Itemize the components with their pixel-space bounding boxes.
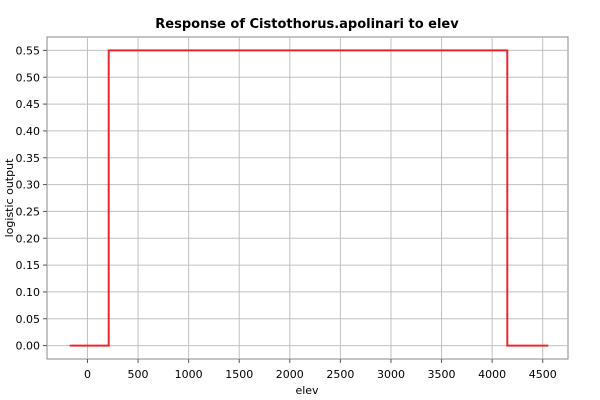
series-layer <box>69 49 549 347</box>
data-point <box>69 344 72 347</box>
series-line <box>70 49 548 347</box>
data-point <box>107 49 110 52</box>
x-tick-label: 3000 <box>377 368 405 381</box>
x-tick-label: 1500 <box>225 368 253 381</box>
y-tick-label: 0.35 <box>16 152 41 165</box>
x-tick-label: 500 <box>128 368 149 381</box>
x-tick-label: 4000 <box>478 368 506 381</box>
data-point <box>546 344 549 347</box>
y-tick-label: 0.30 <box>16 179 41 192</box>
x-tick-label: 2000 <box>276 368 304 381</box>
axis-ticks: 0 500 1000 1500 2000 2500 3000 3500 4000 4500 0.00… <box>16 44 557 381</box>
y-axis-label: logistic output <box>3 158 16 237</box>
y-tick-label: 0.55 <box>16 44 41 57</box>
y-tick-label: 0.15 <box>16 259 41 272</box>
y-tick-label: 0.25 <box>16 205 41 218</box>
y-tick-label: 0.45 <box>16 98 41 111</box>
x-tick-label: 2500 <box>326 368 354 381</box>
x-tick-label: 1000 <box>175 368 203 381</box>
x-tick-label: 3500 <box>428 368 456 381</box>
y-tick-label: 0.20 <box>16 232 41 245</box>
data-point <box>506 344 509 347</box>
chart-title: Response of Cistothorus.apolinari to ele… <box>155 17 459 32</box>
y-tick-label: 0.50 <box>16 71 41 84</box>
data-point <box>107 344 110 347</box>
y-tick-label: 0.00 <box>16 340 41 353</box>
y-tick-label: 0.10 <box>16 286 41 299</box>
y-tick-label: 0.05 <box>16 313 41 326</box>
x-tick-label: 4500 <box>529 368 557 381</box>
y-tick-label: 0.40 <box>16 125 41 138</box>
data-point <box>506 49 509 52</box>
plot-area <box>46 36 569 360</box>
x-tick-label: 0 <box>84 368 91 381</box>
x-axis-label: elev <box>295 384 319 397</box>
